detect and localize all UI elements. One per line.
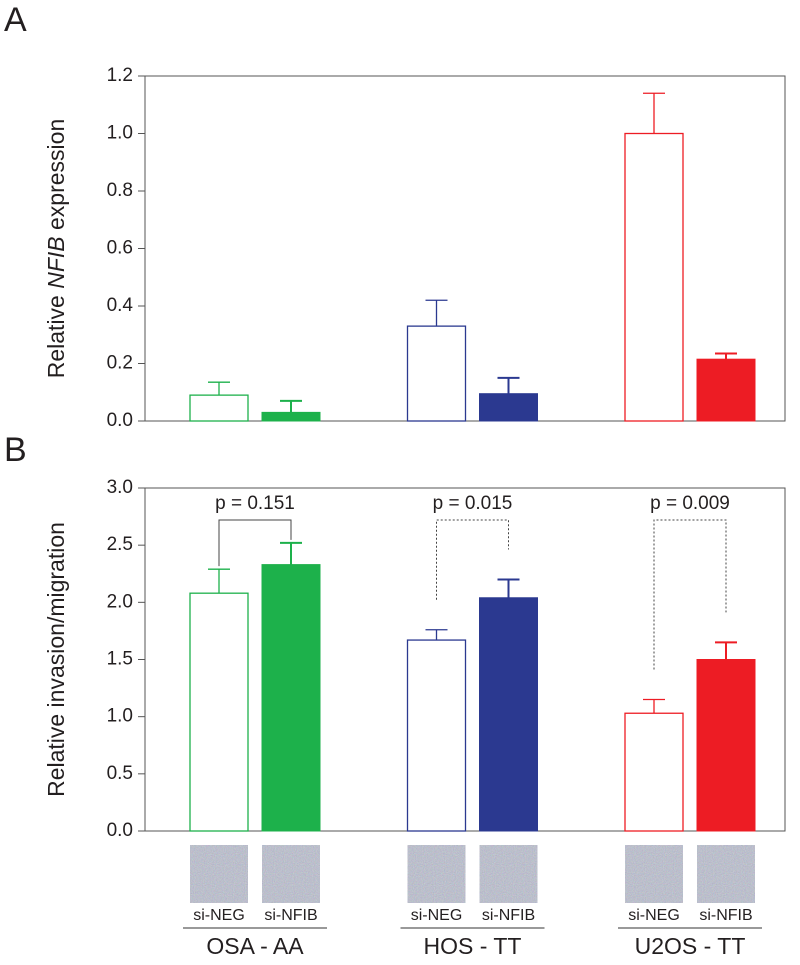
legend-label: si-NEG <box>411 907 463 924</box>
bar <box>189 394 249 422</box>
thumbnail <box>479 845 538 903</box>
thumbnail <box>625 845 683 903</box>
bar <box>261 564 321 832</box>
group-label: U2OS - TT <box>635 933 746 959</box>
legend-label: si-NFIB <box>482 907 535 924</box>
legend-label: si-NFIB <box>264 907 317 924</box>
y-axis-label-part: Relative invasion/migration <box>43 522 69 797</box>
y-tick-label: 0.8 <box>107 180 133 201</box>
p-value: p = 0.015 <box>433 493 513 514</box>
significance-bracket <box>218 519 292 567</box>
thumbnail <box>262 845 320 903</box>
y-axis-label-part: expression <box>43 119 69 237</box>
bar <box>624 132 684 422</box>
y-axis-label-part: Relative <box>43 289 69 378</box>
y-tick-label: 0.6 <box>107 238 133 259</box>
y-tick-label: 1.2 <box>107 65 133 86</box>
thumbnail <box>190 845 248 903</box>
legend-label: si-NEG <box>193 907 245 924</box>
thumbnail <box>697 845 755 903</box>
group-label: HOS - TT <box>424 933 522 959</box>
group-label: OSA - AA <box>206 933 304 959</box>
y-axis-label-part: NFIB <box>43 236 69 288</box>
legend-label: si-NEG <box>628 907 680 924</box>
p-value: p = 0.151 <box>215 493 295 514</box>
y-tick-label: 0.5 <box>107 763 133 784</box>
y-tick-label: 1.0 <box>107 123 133 144</box>
y-tick-label: 0.0 <box>107 820 133 841</box>
bar <box>406 639 467 832</box>
bar <box>624 712 684 832</box>
p-value: p = 0.009 <box>650 493 730 514</box>
y-tick-label: 0.4 <box>107 295 134 316</box>
bar <box>696 659 756 832</box>
y-tick-label: 1.0 <box>107 706 133 727</box>
significance-bracket <box>653 519 727 670</box>
y-tick-label: 0.0 <box>107 410 133 431</box>
bar <box>479 597 538 832</box>
bar <box>406 325 467 422</box>
y-axis-label: Relative NFIB expression <box>43 119 69 379</box>
significance-bracket <box>436 519 509 600</box>
bar <box>189 592 249 832</box>
y-tick-label: 2.0 <box>107 591 133 612</box>
panel-letter: A <box>4 1 27 39</box>
bar <box>261 411 321 422</box>
bar <box>479 393 538 422</box>
bar <box>696 358 756 422</box>
thumbnail <box>407 845 466 903</box>
y-tick-label: 0.2 <box>107 353 133 374</box>
panel-letter: B <box>4 431 27 469</box>
y-tick-label: 2.5 <box>107 534 133 555</box>
legend-label: si-NFIB <box>699 907 752 924</box>
y-tick-label: 3.0 <box>107 477 133 498</box>
y-axis-label: Relative invasion/migration <box>43 522 69 797</box>
y-tick-label: 1.5 <box>107 649 133 670</box>
